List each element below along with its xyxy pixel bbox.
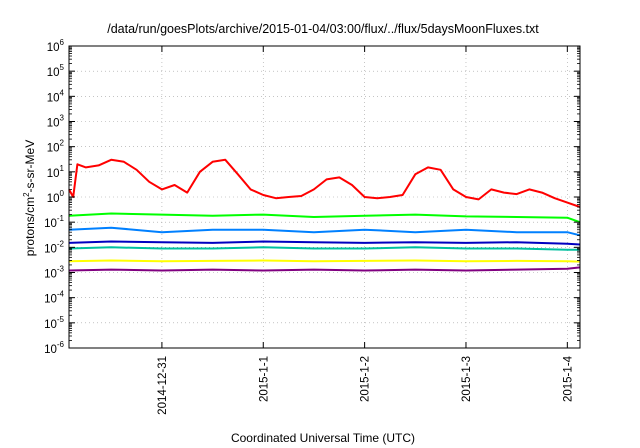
y-tick-label: 103 — [47, 114, 65, 130]
y-tick-label: 10-3 — [44, 265, 64, 281]
x-tick-label: 2015-1-3 — [461, 356, 473, 402]
y-axis-title: protons/cm2-s-sr-MeV — [22, 140, 37, 256]
series-line-4 — [68, 240, 581, 246]
y-tick-label: 104 — [47, 88, 65, 104]
y-tick-label-base: 10 — [47, 193, 60, 205]
y-tick-label: 10-1 — [44, 214, 64, 230]
y-tick-label-base: 10 — [44, 319, 57, 331]
grid — [69, 45, 580, 349]
y-axis-title-rest: -s-sr-MeV — [23, 140, 37, 193]
series-line-3 — [68, 226, 581, 237]
y-tick-label-base: 10 — [47, 118, 60, 130]
y-axis-title-sup: 2 — [22, 192, 31, 197]
series-line-6 — [68, 259, 581, 263]
y-tick-label-base: 10 — [44, 243, 57, 255]
x-tick-label: 2014-12-31 — [157, 356, 169, 415]
y-tick-label-base: 10 — [44, 344, 57, 356]
x-tick-label: 2015-1-4 — [562, 355, 574, 402]
y-tick-label: 100 — [47, 189, 65, 205]
series-line-7 — [68, 266, 581, 272]
y-tick-label: 105 — [47, 63, 65, 79]
y-tick-label-base: 10 — [47, 92, 60, 104]
y-tick-label-exp: -4 — [57, 290, 65, 299]
y-tick-label: 10-2 — [44, 239, 64, 255]
y-tick-label-exp: 0 — [60, 189, 65, 198]
x-axis: 2014-12-31 2015-1-1 2015-1-2 2015-1-3 2015-1… — [157, 46, 574, 415]
y-tick-label-base: 10 — [47, 42, 60, 54]
y-tick-label: 10-5 — [44, 315, 64, 331]
y-tick-label-base: 10 — [44, 269, 57, 281]
y-tick-label-exp: 5 — [60, 63, 65, 72]
y-tick-label-base: 10 — [44, 218, 57, 230]
y-tick-label-base: 10 — [47, 67, 60, 79]
chart-title: /data/run/goesPlots/archive/2015-01-04/0… — [107, 22, 539, 36]
y-tick-label-exp: 1 — [60, 164, 65, 173]
x-axis-title: Coordinated Universal Time (UTC) — [231, 431, 415, 445]
y-tick-label-exp: 3 — [60, 114, 65, 123]
y-tick-label-exp: 6 — [60, 38, 65, 47]
series-line-5 — [68, 246, 580, 251]
y-tick-label-exp: -2 — [57, 239, 65, 248]
y-tick-label-base: 10 — [44, 294, 57, 306]
y-tick-label: 10-4 — [44, 290, 64, 306]
x-tick-label: 2015-1-1 — [258, 356, 270, 402]
y-tick-label-base: 10 — [47, 143, 60, 155]
series-line-1 — [68, 158, 581, 208]
y-tick-label: 10-6 — [44, 340, 64, 356]
y-tick-label-exp: -1 — [57, 214, 65, 223]
y-tick-label: 106 — [47, 38, 65, 54]
x-tick-label: 2015-1-2 — [360, 356, 372, 402]
y-axis-title-base: protons/cm — [23, 197, 37, 256]
series-line-2 — [68, 212, 581, 224]
y-tick-label: 102 — [47, 139, 65, 155]
y-tick-label: 101 — [47, 164, 65, 180]
y-tick-label-exp: 2 — [60, 139, 65, 148]
y-tick-label-exp: -5 — [57, 315, 65, 324]
y-tick-label-base: 10 — [47, 168, 60, 180]
y-tick-label-exp: -3 — [57, 265, 65, 274]
y-tick-label-exp: -6 — [57, 340, 65, 349]
y-axis: 10610510410310210110010-110-210-310-410-… — [44, 38, 580, 356]
series-group — [68, 158, 581, 272]
y-tick-label-exp: 4 — [60, 88, 65, 97]
